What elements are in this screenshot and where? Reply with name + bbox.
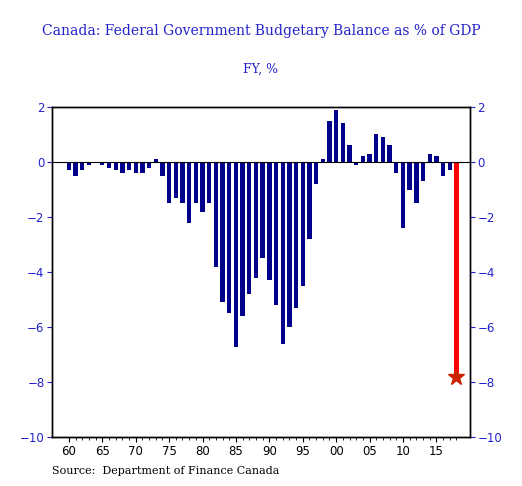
Bar xyxy=(241,162,245,316)
Bar xyxy=(454,162,459,377)
Bar xyxy=(247,162,252,294)
Bar xyxy=(307,162,312,239)
Bar xyxy=(153,159,158,162)
Bar xyxy=(207,162,211,203)
Bar xyxy=(267,162,271,280)
Bar xyxy=(294,162,298,308)
Bar xyxy=(80,162,85,170)
Bar xyxy=(301,162,305,286)
Bar xyxy=(187,162,192,223)
Bar xyxy=(160,162,164,176)
Bar xyxy=(174,162,178,198)
Bar xyxy=(394,162,398,173)
Bar xyxy=(428,154,432,162)
Bar xyxy=(100,162,104,165)
Bar xyxy=(227,162,231,313)
Bar xyxy=(127,162,131,170)
Bar xyxy=(87,162,91,165)
Bar xyxy=(367,154,372,162)
Bar xyxy=(421,162,425,181)
Text: Canada: Federal Government Budgetary Balance as % of GDP: Canada: Federal Government Budgetary Bal… xyxy=(42,24,480,38)
Bar xyxy=(287,162,292,327)
Bar xyxy=(408,162,412,190)
Bar xyxy=(260,162,265,259)
Bar xyxy=(321,159,325,162)
Bar xyxy=(67,162,71,170)
Bar xyxy=(107,162,111,168)
Bar xyxy=(213,162,218,267)
Bar xyxy=(354,162,359,165)
Bar xyxy=(200,162,205,211)
Bar xyxy=(387,145,392,162)
Bar xyxy=(334,110,338,162)
Bar xyxy=(167,162,171,203)
Bar xyxy=(194,162,198,203)
Bar xyxy=(441,162,445,176)
Bar xyxy=(401,162,405,228)
Text: FY, %: FY, % xyxy=(243,63,279,76)
Bar xyxy=(361,156,365,162)
Bar xyxy=(374,135,378,162)
Bar xyxy=(447,162,452,170)
Bar xyxy=(381,137,385,162)
Bar xyxy=(74,162,78,176)
Bar xyxy=(147,162,151,168)
Bar xyxy=(414,162,419,203)
Bar xyxy=(113,162,118,170)
Bar xyxy=(274,162,278,305)
Text: Source:  Department of Finance Canada: Source: Department of Finance Canada xyxy=(52,466,280,476)
Bar xyxy=(234,162,238,347)
Bar xyxy=(314,162,318,184)
Bar xyxy=(134,162,138,173)
Bar xyxy=(347,145,352,162)
Bar xyxy=(180,162,185,203)
Bar xyxy=(220,162,225,302)
Bar xyxy=(254,162,258,278)
Bar xyxy=(140,162,145,173)
Bar xyxy=(327,121,331,162)
Bar xyxy=(120,162,125,173)
Bar xyxy=(341,123,345,162)
Bar xyxy=(434,156,438,162)
Bar xyxy=(280,162,285,344)
